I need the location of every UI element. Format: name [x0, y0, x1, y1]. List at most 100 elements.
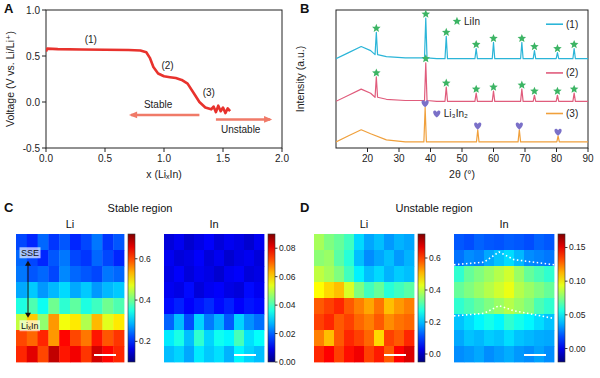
x-tick-label: 1.0 — [157, 153, 171, 164]
colorbar-tick — [565, 247, 568, 248]
heat-cell — [354, 346, 364, 362]
heat-cell — [484, 314, 494, 330]
heat-cell — [364, 234, 374, 250]
scale-bar — [524, 354, 546, 356]
x-tick-label: 2.0 — [275, 153, 289, 164]
plot-data — [46, 49, 230, 113]
heat-cell — [38, 266, 49, 282]
x-tick — [525, 148, 526, 152]
heat-cell — [214, 298, 224, 314]
heat-cell — [504, 346, 514, 362]
heat-cell — [102, 266, 113, 282]
heat-cell — [374, 314, 384, 330]
phase-marker — [442, 28, 451, 36]
heat-cell — [113, 266, 124, 282]
x-tick — [588, 148, 589, 152]
colorbar-tick — [425, 258, 428, 259]
xrd-pattern — [336, 107, 588, 142]
x-axis-title: 2θ (°) — [449, 168, 475, 180]
heat-cell — [38, 298, 49, 314]
phase-marker — [489, 83, 498, 91]
heat-cell — [70, 330, 81, 346]
legend-label: (1) — [566, 19, 578, 30]
voltage-curve — [46, 49, 230, 113]
heat-cell — [474, 282, 484, 298]
arrows — [129, 112, 272, 123]
y-axis-title: Voltage (V vs. Li/Li⁺) — [4, 31, 16, 127]
heat-cell — [102, 282, 113, 298]
panel-letter: A — [4, 1, 14, 16]
colorbar-tick-label: 0.6 — [139, 254, 151, 264]
x-tick — [462, 148, 463, 152]
heat-cell — [504, 298, 514, 314]
heat-cell — [102, 314, 113, 330]
heat-cell — [102, 298, 113, 314]
heat-cell — [364, 282, 374, 298]
heat-cell — [514, 314, 524, 330]
heat-cell — [102, 234, 113, 250]
heat-cell — [194, 250, 204, 266]
heatmap — [314, 234, 414, 362]
x-tick-label: 1.5 — [216, 153, 230, 164]
heat-cell — [514, 346, 524, 362]
heat-cell — [204, 330, 214, 346]
heat-cell — [204, 282, 214, 298]
heat-cell — [224, 266, 234, 282]
heat-cell — [324, 250, 334, 266]
x-tick — [46, 148, 47, 152]
heat-cell — [314, 314, 324, 330]
colorbar-tick-label: 0.15 — [569, 242, 586, 252]
y-tick — [42, 10, 46, 11]
heat-cell — [314, 346, 324, 362]
heat-cell — [474, 346, 484, 362]
heat-cell — [48, 266, 59, 282]
map-title: Li — [360, 218, 369, 230]
phase-label: LiIn — [464, 16, 480, 27]
heat-cell — [334, 346, 344, 362]
phase-marker — [472, 40, 481, 48]
heat-cell — [374, 234, 384, 250]
heat-cell — [514, 330, 524, 346]
heat-cell — [184, 266, 194, 282]
phase-marker — [555, 129, 562, 136]
x-tick-label: 40 — [425, 153, 437, 164]
heat-cell — [354, 234, 364, 250]
heat-cell — [254, 250, 264, 266]
heat-cell — [70, 266, 81, 282]
colorbar-tick — [275, 362, 278, 363]
y-tick — [42, 148, 46, 149]
x-tick-label: 80 — [551, 153, 563, 164]
heat-cell — [92, 314, 103, 330]
stage-label: (2) — [161, 60, 173, 71]
heat-cell — [354, 266, 364, 282]
phase-marker — [422, 10, 431, 18]
heat-cell — [324, 282, 334, 298]
heat-cell — [394, 282, 404, 298]
heat-cell — [474, 330, 484, 346]
heat-cell — [194, 346, 204, 362]
heatmap — [454, 234, 554, 362]
colorbar-tick — [565, 348, 568, 349]
heat-cell — [364, 314, 374, 330]
phase-marker — [570, 40, 579, 48]
heat-cell — [113, 330, 124, 346]
heat-cell — [544, 234, 554, 250]
heat-cell — [494, 266, 504, 282]
heat-cell — [194, 234, 204, 250]
arrow-head — [129, 112, 137, 119]
scale-bar — [384, 354, 406, 356]
arrow-head — [264, 116, 272, 123]
colorbar — [558, 234, 565, 362]
heat-cell — [102, 250, 113, 266]
heat-cell — [224, 250, 234, 266]
heat-cell — [224, 346, 234, 362]
unstable-label: Unstable — [221, 124, 261, 135]
layer-label: LiₓIn — [21, 321, 38, 331]
phase-marker — [472, 85, 481, 93]
heat-cell — [70, 282, 81, 298]
heat-cell — [344, 314, 354, 330]
colorbar-tick-label: 0.2 — [429, 317, 441, 327]
heat-cell — [344, 234, 354, 250]
heat-cell — [374, 298, 384, 314]
phase-marker — [570, 85, 579, 93]
